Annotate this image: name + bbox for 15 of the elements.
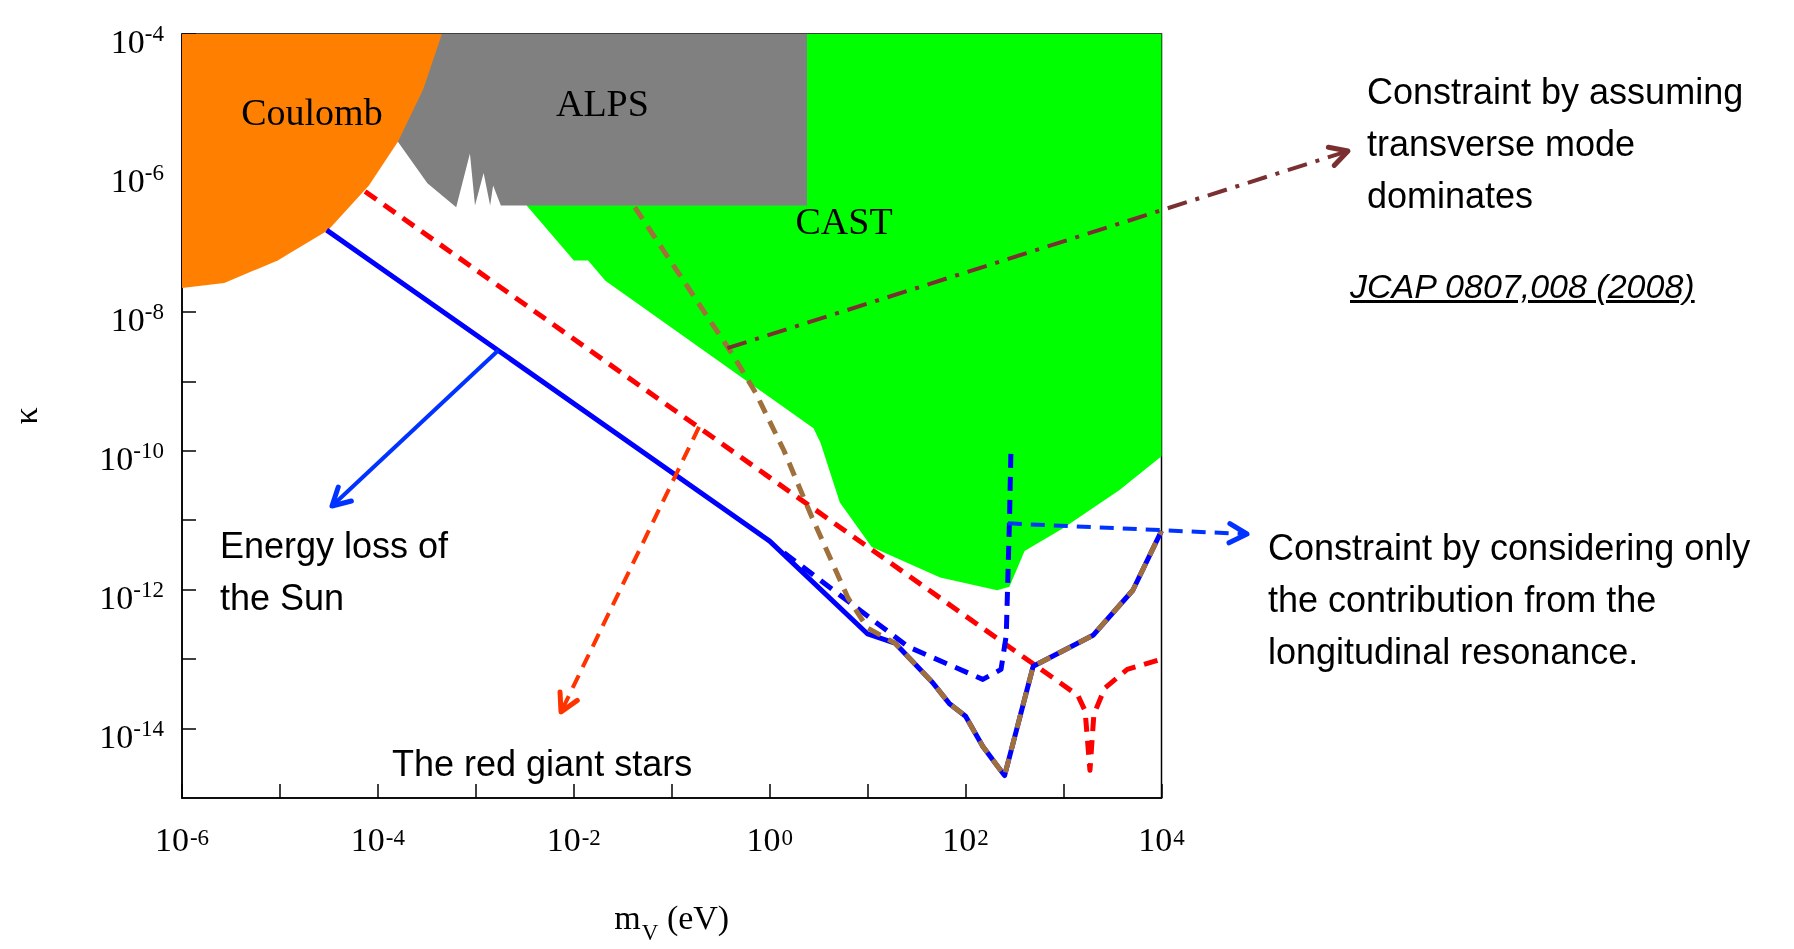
series-label: ALPS	[555, 80, 649, 125]
annotation: Constraint by assuming transverse mode dominates	[1367, 70, 1745, 219]
y-tick-label: 10$^{-8}$	[110, 297, 164, 341]
y-tick-label: 10$^{-10}$	[99, 436, 164, 480]
y-tick-label: 10$^{-6}$	[110, 158, 164, 202]
annotation: Energy loss of the Sun	[220, 524, 450, 621]
y-tick-label: 10$^{-12}$	[99, 575, 164, 618]
series-label: CAST	[795, 199, 893, 244]
annotation: The red giant stars	[392, 742, 694, 786]
y-tick-label: 10$^{-14}$	[99, 714, 164, 757]
series-label: Coulomb	[241, 90, 383, 135]
annotation: Constraint by considering only the contribution from the longitudinal resonance.	[1268, 526, 1752, 675]
text: JCAP 0807,008 (2008)	[1350, 266, 1696, 307]
y-axis-title: κ	[6, 407, 44, 425]
y-tick-label: 10$^{-4}$	[110, 20, 164, 63]
